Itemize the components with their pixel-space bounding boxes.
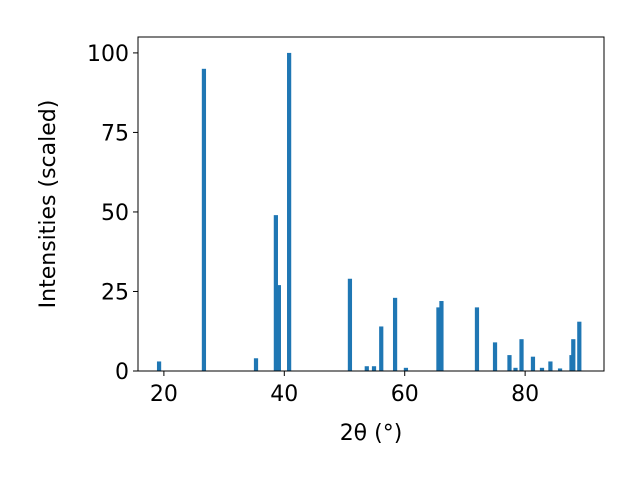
bar	[201, 68, 207, 372]
bar	[364, 366, 369, 371]
bar	[273, 215, 278, 371]
bar	[379, 326, 384, 371]
bar	[392, 297, 398, 371]
bar	[557, 368, 563, 371]
x-tick-label: 20	[150, 382, 178, 407]
plot-frame	[137, 36, 605, 372]
bar	[156, 361, 162, 371]
bar	[253, 358, 259, 371]
bar	[276, 285, 281, 371]
bar	[287, 52, 292, 372]
bar	[513, 367, 518, 371]
y-tick-label: 25	[101, 280, 129, 305]
x-tick-label: 40	[270, 382, 298, 407]
bar	[347, 278, 353, 371]
bar	[507, 355, 512, 371]
bar	[492, 342, 498, 371]
bar	[439, 301, 444, 371]
y-tick-label: 0	[115, 360, 129, 385]
bar	[519, 339, 524, 371]
bar	[371, 366, 377, 371]
y-tick-label: 100	[87, 42, 129, 67]
bar	[530, 356, 536, 371]
y-axis-label: Intensities (scaled)	[36, 100, 61, 309]
bar	[436, 307, 441, 371]
x-tick-label: 60	[391, 382, 419, 407]
y-tick-label: 75	[101, 121, 129, 146]
bar	[474, 307, 480, 371]
bar	[403, 367, 409, 371]
y-tick-label: 50	[101, 201, 129, 226]
bar	[571, 339, 576, 371]
bar	[539, 367, 545, 371]
x-axis-label: 2θ (°)	[340, 421, 403, 446]
bar	[577, 321, 582, 371]
x-tick-label: 80	[511, 382, 539, 407]
bar	[548, 361, 553, 371]
